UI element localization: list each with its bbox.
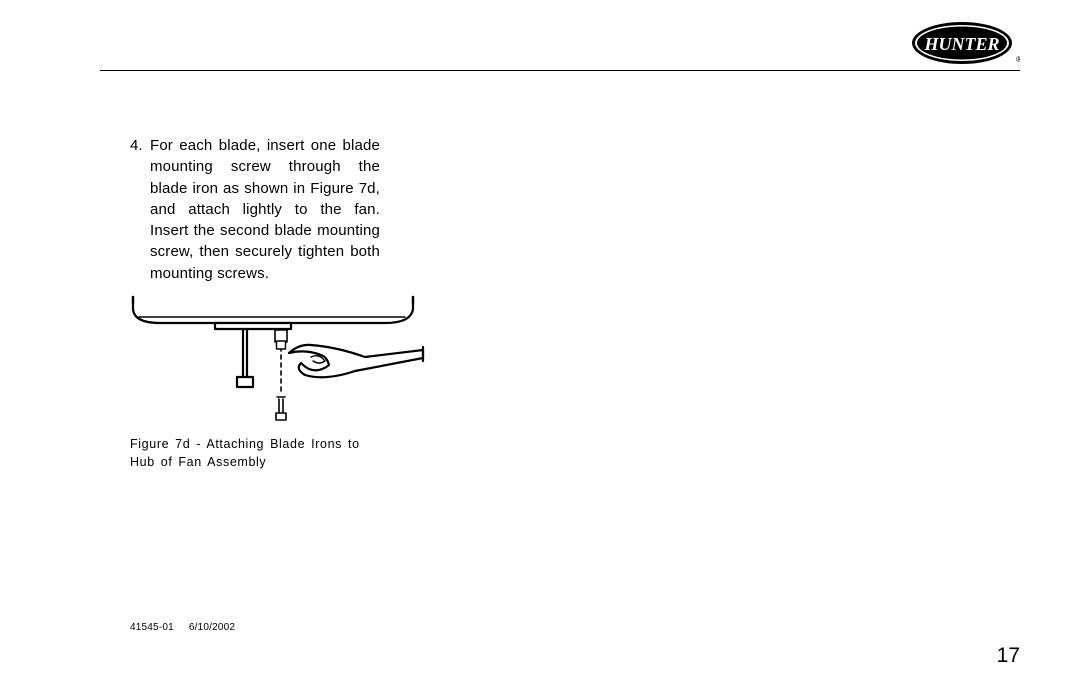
page: HUNTER ® 4. For each blade, insert one b… xyxy=(0,0,1080,698)
brand-logo: HUNTER ® xyxy=(910,20,1020,66)
page-number: 17 xyxy=(997,644,1020,668)
header-rule xyxy=(100,70,1020,71)
step-4: 4. For each blade, insert one blade moun… xyxy=(130,135,380,284)
svg-text:®: ® xyxy=(1016,55,1020,64)
footer-docinfo: 41545-01 6/10/2002 xyxy=(130,622,235,633)
doc-date: 6/10/2002 xyxy=(189,622,235,633)
step-number: 4. xyxy=(130,135,146,284)
instruction-block: 4. For each blade, insert one blade moun… xyxy=(130,135,380,284)
doc-number: 41545-01 xyxy=(130,622,174,633)
page-header: HUNTER ® xyxy=(0,0,1080,70)
hunter-logo-icon: HUNTER ® xyxy=(910,20,1020,66)
svg-text:HUNTER: HUNTER xyxy=(923,34,999,54)
step-text: For each blade, insert one blade mountin… xyxy=(150,135,380,284)
blade-iron-diagram-icon xyxy=(105,295,425,425)
figure-caption: Figure 7d - Attaching Blade Irons to Hub… xyxy=(130,435,370,471)
figure-7d xyxy=(105,295,425,425)
